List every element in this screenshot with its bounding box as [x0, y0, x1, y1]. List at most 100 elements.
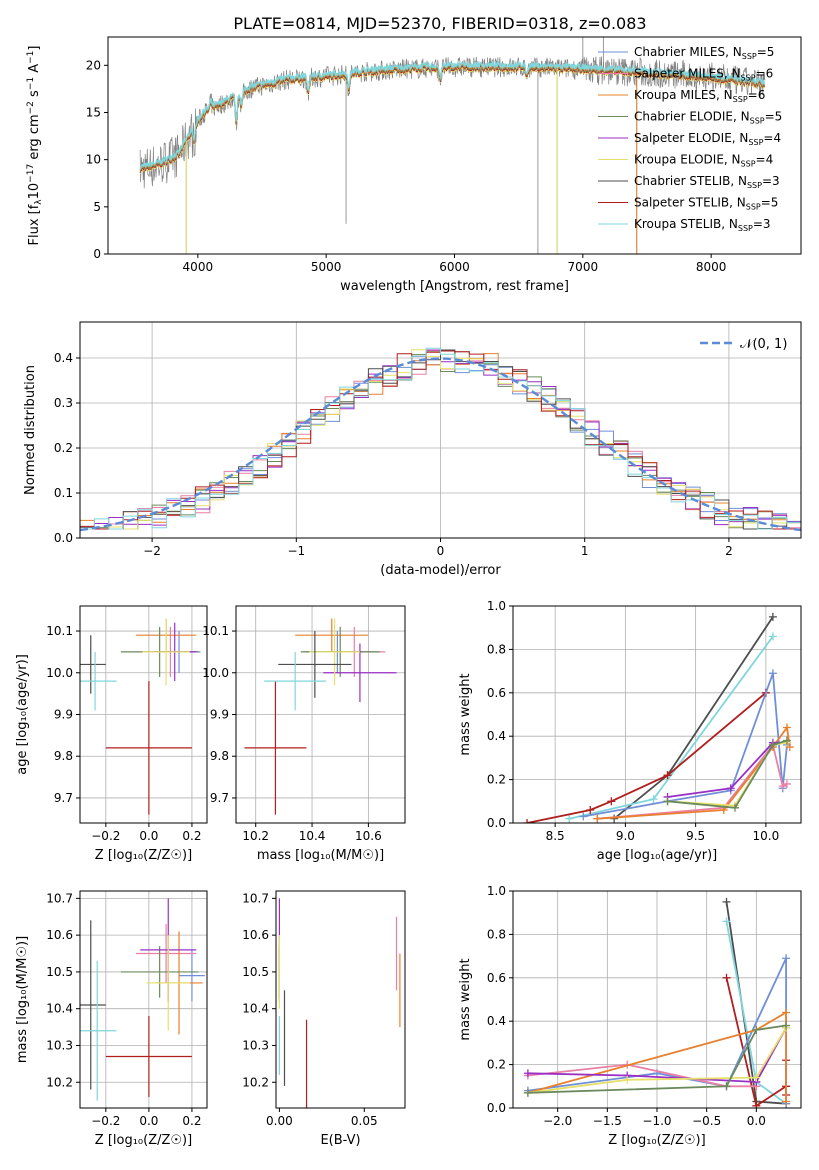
y-tick-label: 10.0 — [46, 666, 73, 680]
y-tick-label: 10.6 — [46, 928, 73, 942]
series-marker — [752, 1073, 761, 1082]
legend-entry: Kroupa STELIB, NSSP=3 — [634, 217, 771, 233]
legend-text: Chabrier ELODIE, N — [634, 110, 750, 124]
plot-area — [523, 612, 794, 823]
x-tick-label: −0.2 — [91, 829, 120, 843]
y-axis-label: mass [log₁₀(M/M☉)] — [15, 936, 30, 1063]
y-tick-label: 10.4 — [46, 1002, 73, 1016]
legend-subscript: SSP — [741, 74, 756, 83]
y-tick-label: 9.8 — [54, 749, 73, 763]
data-point-kroupa-stelib — [80, 960, 117, 1101]
mass-weight-vs-metallicity-panel: −2.0 −1.5 −1.0 −0.5 0.0 0.0 0.2 0.4 0.6 0.8 1.0 Z [… — [458, 884, 802, 1148]
data-point-kroupa-elodie — [142, 618, 190, 686]
series-line — [583, 672, 788, 818]
series-line — [527, 1024, 787, 1094]
y-tick-label: 10.4 — [242, 1002, 269, 1016]
y-tick-label: 0.8 — [487, 642, 506, 656]
y-tick-label: 1.0 — [487, 599, 506, 613]
y-label-part: erg cm — [27, 114, 42, 163]
series-marker — [752, 1025, 761, 1034]
x-tick-label: 1 — [581, 544, 589, 558]
y-tick-label: 10.1 — [46, 624, 73, 638]
y-tick-label: 0.1 — [54, 486, 73, 500]
legend-entry: Salpeter ELODIE, NSSP=4 — [634, 131, 781, 147]
legend-subscript: SSP — [738, 224, 753, 233]
y-tick-label: 0.4 — [487, 729, 506, 743]
y-tick-label: 0.0 — [487, 1101, 506, 1115]
series-marker — [768, 740, 777, 749]
x-tick-label: 2 — [725, 544, 733, 558]
data-point-salpeter-elodie — [323, 643, 397, 702]
y-tick-label: 9.7 — [210, 791, 229, 805]
y-tick-label: 1.0 — [487, 884, 506, 898]
mass-vs-extinction-panel: 0.00 0.05 10.2 10.3 10.4 10.5 10.6 10.7 E(B-V) — [242, 890, 406, 1148]
data-point-kroupa-stelib — [80, 651, 117, 711]
y-tick-label: 9.7 — [54, 791, 73, 805]
series-marker — [782, 723, 791, 732]
legend-entry: Chabrier MILES, NSSP=5 — [634, 45, 774, 61]
data-point-chabrier-stelib — [278, 631, 352, 698]
x-tick-label: 8.5 — [546, 829, 565, 843]
legend-text: Salpeter ELODIE, N — [634, 131, 748, 145]
series-chabrier-elodie — [523, 1021, 791, 1097]
axes: 4000 5000 6000 7000 8000 0 5 10 15 20 wavelength [… — [26, 36, 802, 294]
y-label-part: −1 — [26, 51, 36, 64]
series-line — [527, 1010, 787, 1102]
legend-text: =5 — [765, 110, 783, 124]
x-axis-label: E(B-V) — [320, 1133, 360, 1148]
series-marker — [782, 1097, 791, 1106]
series-marker — [523, 1088, 532, 1097]
y-tick-label: 0.0 — [487, 816, 506, 830]
legend-text: =6 — [756, 67, 774, 81]
data-point-chabrier-stelib — [80, 635, 106, 694]
legend-entry: Chabrier STELIB, NSSP=3 — [634, 174, 780, 190]
residual-histogram-panel: −2 −1 0 1 2 0.0 0.1 0.2 0.3 0.4 (data-model)/error… — [23, 321, 802, 578]
data-point-salpeter-miles — [135, 924, 197, 983]
x-tick-label: −0.5 — [692, 1114, 721, 1128]
legend-text: Kroupa MILES, N — [634, 88, 733, 102]
series-marker — [722, 973, 731, 982]
x-axis-label: age [log₁₀(age/yr)] — [597, 848, 718, 863]
y-tick-label: 10.2 — [242, 1075, 269, 1089]
legend-subscript: SSP — [750, 117, 765, 126]
x-tick-label: 10.6 — [355, 829, 382, 843]
data-point-kroupa-elodie — [309, 618, 360, 686]
y-tick-label: 10.3 — [46, 1038, 73, 1052]
y-tick-label: 20 — [86, 58, 101, 72]
x-tick-label: 0.0 — [747, 1114, 766, 1128]
plot-area — [139, 37, 766, 254]
series-marker — [768, 669, 777, 678]
series-marker — [610, 814, 619, 823]
spectrum-panel: 4000 5000 6000 7000 8000 0 5 10 15 20 wavelength [… — [26, 36, 802, 294]
plot-area — [80, 898, 205, 1101]
legend-text: =4 — [756, 153, 774, 167]
axes-frame — [79, 890, 208, 1109]
series-marker — [768, 612, 777, 621]
series-marker — [730, 803, 739, 812]
series-marker — [768, 632, 777, 641]
y-axis-label: Normed distribution — [23, 365, 38, 495]
axes: −2.0 −1.5 −1.0 −0.5 0.0 0.0 0.2 0.4 0.6 0.8 1.0 Z [… — [458, 884, 802, 1148]
y-tick-label: 10.2 — [46, 1075, 73, 1089]
y-tick-label: 10.6 — [242, 928, 269, 942]
x-tick-label: 10.4 — [299, 829, 326, 843]
x-tick-label: 0.0 — [139, 829, 158, 843]
legend-text: Chabrier MILES, N — [634, 45, 742, 59]
series-marker — [782, 954, 791, 963]
series-marker — [785, 743, 794, 752]
x-tick-label: 10.0 — [753, 829, 780, 843]
series-marker — [782, 1021, 791, 1030]
y-tick-label: 10.5 — [242, 965, 269, 979]
series-kroupa-stelib — [565, 632, 777, 823]
y-tick-label: 0.4 — [487, 1014, 506, 1028]
x-tick-label: 4000 — [183, 260, 214, 274]
y-label-part: 10 — [27, 183, 42, 200]
x-tick-label: 9.0 — [616, 829, 635, 843]
series-marker — [565, 814, 574, 823]
series-marker — [579, 812, 588, 821]
y-label-part: s — [27, 90, 42, 101]
y-label-part: ] — [27, 46, 42, 51]
legend-subscript: SSP — [748, 138, 763, 147]
plot-area — [523, 897, 791, 1108]
